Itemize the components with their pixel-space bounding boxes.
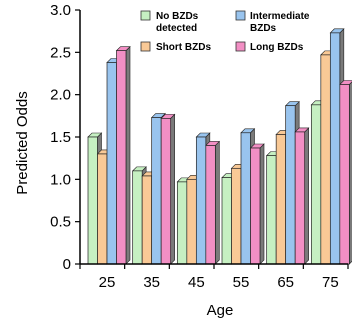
legend-item-intermediate-bzds: Intermediate BZDs	[235, 10, 312, 34]
y-tick-label-1.5: 1.5	[50, 129, 71, 146]
bar-25-no-bzds-detected	[87, 136, 98, 265]
bar-25-short-bzds	[97, 153, 108, 265]
x-tick-label-45: 45	[188, 274, 205, 291]
legend-item-long-bzds: Long BZDs	[235, 41, 304, 53]
y-tick-label-2.0: 2.0	[50, 87, 71, 104]
legend-swatch-short-bzds	[140, 41, 151, 52]
bar-55-short-bzds	[231, 167, 242, 265]
bars-layer	[87, 28, 352, 265]
bar-65-long-bzds-side	[304, 127, 309, 265]
legend-label-short-bzds: Short BZDs	[156, 42, 211, 53]
bar-25-intermediate-bzds	[106, 62, 117, 265]
bar-35-short-bzds	[141, 175, 153, 265]
bar-35-long-bzds	[160, 118, 172, 265]
legend-swatch-long-bzds	[235, 41, 246, 52]
legend-label-no-bzds-line1: No BZDs	[156, 11, 199, 22]
bar-75-intermediate-bzds	[329, 32, 341, 265]
svg-text:Intermediate BZDs: Intermediate BZDs	[250, 11, 312, 34]
bar-45-long-bzds	[205, 145, 216, 265]
legend: No BZDs detected Short BZDs Intermediate…	[140, 10, 312, 53]
x-tick-label-75: 75	[322, 274, 339, 291]
axes-layer: 0 0.5 1.0 1.5 2.0 2.5 3.0 25 35 45 55 65 75	[50, 2, 349, 291]
bar-55-long-bzds-side	[259, 143, 265, 265]
legend-swatch-no-bzds	[140, 10, 151, 21]
x-axis-label: Age	[207, 302, 234, 319]
bar-25-long-bzds-side	[125, 45, 131, 265]
legend-label-no-bzds-line2: detected	[156, 23, 197, 34]
legend-swatch-intermediate-bzds	[235, 10, 246, 21]
bar-55-no-bzds-detected	[221, 177, 232, 265]
legend-item-no-bzds: No BZDs detected	[140, 10, 201, 34]
y-axis-label: Predicted Odds	[14, 91, 31, 194]
x-tick-label-55: 55	[233, 274, 250, 291]
bar-35-intermediate-bzds	[151, 117, 162, 265]
y-tick-label-1.0: 1.0	[50, 171, 71, 188]
bar-45-intermediate-bzds	[195, 136, 207, 265]
bar-75-long-bzds	[339, 84, 350, 265]
bar-25-long-bzds	[116, 50, 127, 265]
y-tick-label-0: 0	[63, 256, 71, 273]
legend-item-short-bzds: Short BZDs	[140, 41, 211, 53]
y-tick-label-2.5: 2.5	[50, 44, 71, 61]
bar-35-no-bzds-detected	[132, 170, 143, 265]
bar-45-long-bzds-side	[215, 140, 220, 265]
bar-75-short-bzds	[320, 54, 331, 265]
x-tick-label-25: 25	[99, 274, 116, 291]
bar-55-intermediate-bzds	[240, 132, 251, 265]
legend-label-long-bzds: Long BZDs	[250, 42, 304, 53]
legend-label-intermediate-bzds-line1: Intermediate	[250, 11, 310, 22]
bar-65-intermediate-bzds	[285, 105, 296, 265]
y-tick-label-0.5: 0.5	[50, 214, 71, 231]
bar-65-no-bzds-detected	[266, 155, 277, 265]
x-tick-label-65: 65	[277, 274, 294, 291]
bar-55-long-bzds	[250, 147, 261, 265]
svg-text:No BZDs detected: No BZDs detected	[156, 11, 201, 34]
bar-65-short-bzds	[275, 134, 287, 265]
bar-75-no-bzds-detected	[310, 104, 322, 265]
bar-45-short-bzds	[186, 178, 197, 265]
bar-65-long-bzds	[294, 131, 306, 265]
bar-45-no-bzds-detected	[176, 181, 188, 265]
bar-35-long-bzds-side	[170, 113, 175, 265]
legend-label-intermediate-bzds-line2: BZDs	[250, 23, 277, 34]
y-tick-label-3.0: 3.0	[50, 2, 71, 19]
x-tick-label-35: 35	[143, 274, 160, 291]
